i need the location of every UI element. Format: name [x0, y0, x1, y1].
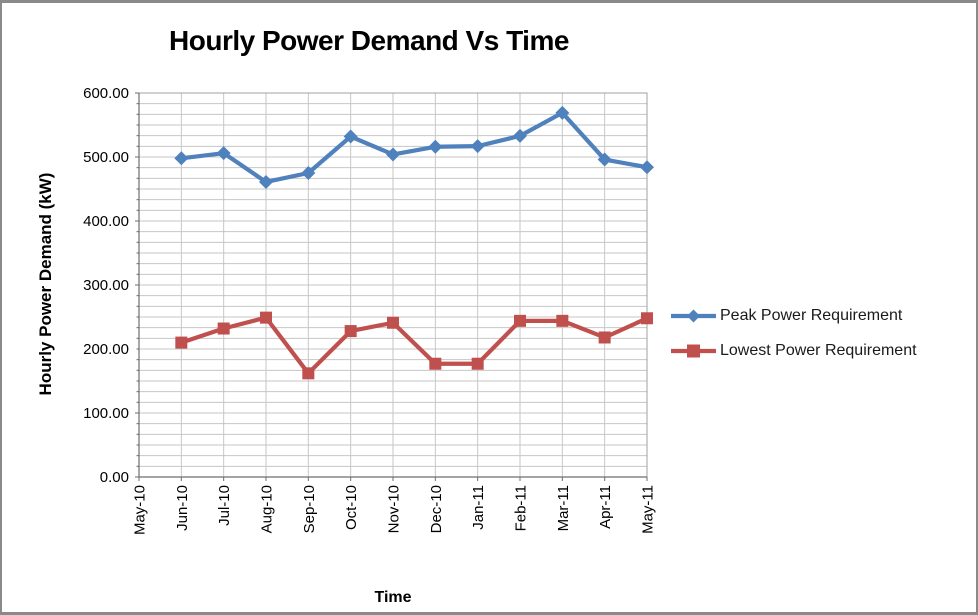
y-axis-title: Hourly Power Demand (kW)	[36, 172, 55, 396]
lowest-series-swatch	[671, 344, 716, 358]
y-tick-label: 300.00	[83, 277, 129, 294]
lowest-data-point-square[interactable]	[344, 325, 357, 338]
lowest-data-point-square[interactable]	[217, 322, 230, 335]
x-tick-label: Aug-10	[259, 485, 276, 533]
y-tick-label: 500.00	[83, 149, 129, 166]
x-tick-label: Mar-11	[555, 485, 572, 531]
legend: Peak Power Requirement Lowest Power Requ…	[670, 307, 917, 360]
peak-series-swatch	[671, 309, 716, 323]
legend-label-peak: Peak Power Requirement	[720, 307, 903, 324]
lowest-data-point-square[interactable]	[556, 314, 569, 327]
peak-data-point-diamond[interactable]	[428, 139, 443, 154]
peak-data-point-diamond[interactable]	[174, 151, 189, 166]
x-tick-label: Jun-10	[174, 485, 191, 531]
peak-data-point-diamond[interactable]	[640, 160, 654, 175]
y-tick-label: 400.00	[83, 213, 129, 230]
lowest-data-point-square[interactable]	[429, 357, 442, 370]
plot-canvas: 0.00 100.00 200.00 300.00 400.00 500.00 600.00…	[83, 85, 657, 535]
y-tick-label: 0.00	[100, 469, 129, 486]
lowest-data-point-square[interactable]	[260, 311, 272, 324]
peak-data-point-diamond[interactable]	[386, 147, 400, 162]
legend-label-lowest: Lowest Power Requirement	[720, 342, 917, 359]
x-axis-title: Time	[374, 589, 412, 606]
chart-title: Hourly Power Demand Vs Time	[169, 25, 569, 56]
y-tick-label: 600.00	[83, 85, 129, 102]
x-tick-label: Nov-10	[386, 485, 403, 533]
lowest-data-point-square[interactable]	[641, 312, 653, 325]
y-tick-label: 200.00	[83, 341, 129, 358]
peak-data-point-diamond[interactable]	[301, 166, 316, 180]
lowest-data-point-square[interactable]	[175, 336, 188, 349]
peak-series-line[interactable]	[179, 110, 650, 185]
lowest-data-point-square[interactable]	[302, 367, 315, 380]
peak-data-point-diamond[interactable]	[597, 152, 612, 167]
lowest-data-point-square[interactable]	[514, 314, 526, 327]
legend-item-peak[interactable]: Peak Power Requirement	[670, 307, 917, 325]
lowest-data-point-square[interactable]	[471, 357, 484, 370]
x-tick-label: Feb-11	[513, 485, 530, 531]
peak-data-point-diamond[interactable]	[259, 174, 273, 189]
lowest-legend-square-marker	[687, 344, 700, 358]
x-tick-label: Apr-11	[597, 485, 614, 529]
x-tick-label: May-10	[132, 485, 149, 535]
x-tick-label: Jan-11	[470, 485, 487, 530]
x-tick-label: Dec-10	[428, 485, 445, 533]
lowest-series-line[interactable]	[179, 315, 650, 376]
y-tick-label: 100.00	[83, 405, 129, 422]
x-tick-label: May-11	[640, 485, 657, 534]
lowest-data-point-square[interactable]	[598, 331, 611, 344]
peak-data-point-diamond[interactable]	[555, 105, 570, 120]
peak-legend-diamond-marker	[687, 309, 700, 323]
x-tick-label: Jul-10	[216, 485, 233, 526]
peak-data-point-diamond[interactable]	[513, 128, 527, 143]
peak-data-point-diamond[interactable]	[470, 139, 485, 154]
legend-item-lowest[interactable]: Lowest Power Requirement	[670, 342, 917, 360]
lowest-data-point-square[interactable]	[387, 316, 399, 329]
x-tick-label: Oct-10	[343, 485, 360, 530]
peak-data-point-diamond[interactable]	[216, 146, 231, 161]
peak-data-point-diamond[interactable]	[343, 129, 358, 144]
x-tick-label: Sep-10	[301, 485, 318, 533]
